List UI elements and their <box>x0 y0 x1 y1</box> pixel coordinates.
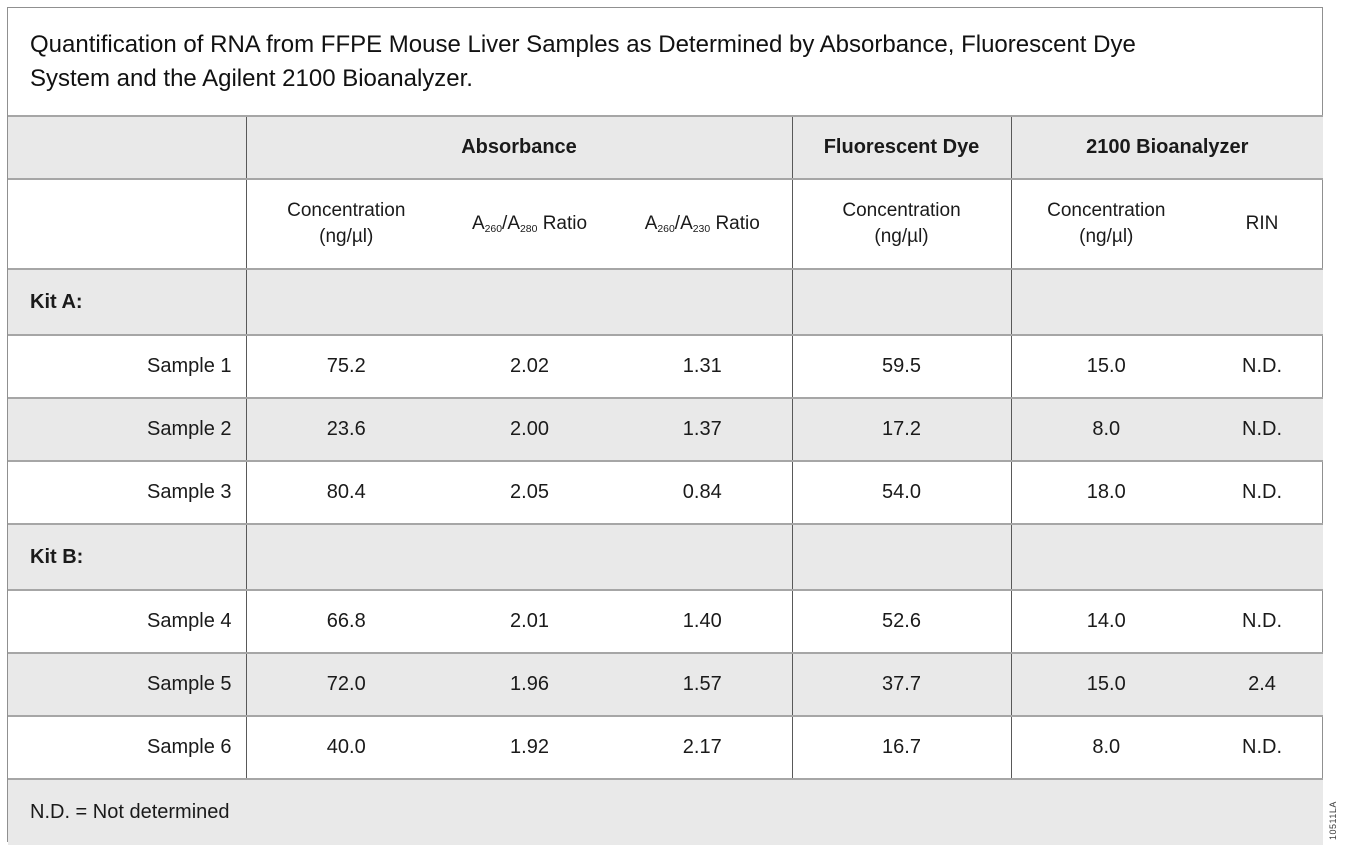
sample-label: Sample 4 <box>8 589 246 653</box>
kit-a-bioanalyzer-spacer <box>1010 268 1324 335</box>
abs-concentration-cell: 72.0 <box>245 652 446 716</box>
fluor-concentration-cell: 54.0 <box>791 460 1012 524</box>
empty-corner-cell <box>8 115 246 179</box>
group-header-row: Absorbance Fluorescent Dye 2100 Bioanaly… <box>8 115 1324 179</box>
bio-concentration-cell: 15.0 <box>1010 652 1202 716</box>
a260-a230-cell: 1.40 <box>613 589 793 653</box>
figure-title: Quantification of RNA from FFPE Mouse Li… <box>8 8 1322 115</box>
sample-label: Sample 1 <box>8 334 246 398</box>
sample-label: Sample 2 <box>8 397 246 461</box>
ratio-base: A <box>471 213 485 234</box>
a260-a280-cell: 1.96 <box>446 652 613 716</box>
header-a260-a230-ratio: A260/A230 Ratio <box>613 178 793 269</box>
ratio-base: /A <box>502 213 520 234</box>
a260-a230-cell: 1.37 <box>613 397 793 461</box>
header-concentration-units: (ng/µl) <box>319 226 374 247</box>
figure-id-label: 10511LA <box>1328 801 1338 840</box>
a260-a280-cell: 2.01 <box>446 589 613 653</box>
ratio-subscript: 260 <box>484 223 503 235</box>
group-header-2100-bioanalyzer: 2100 Bioanalyzer <box>1010 115 1324 179</box>
header-concentration-units: (ng/µl) <box>874 226 929 247</box>
group-header-absorbance: Absorbance <box>245 115 793 179</box>
ratio-label: Ratio <box>537 213 588 234</box>
kit-a-fluorescent-spacer <box>791 268 1012 335</box>
header-a260-a280-ratio: A260/A280 Ratio <box>446 178 613 269</box>
fluor-concentration-cell: 52.6 <box>791 589 1012 653</box>
abs-concentration-cell: 40.0 <box>245 715 446 779</box>
sub-header-row: Concentration (ng/µl) A260/A280 Ratio A2… <box>8 178 1324 269</box>
fluor-concentration-cell: 16.7 <box>791 715 1012 779</box>
abs-concentration-cell: 23.6 <box>245 397 446 461</box>
header-bioanalyzer-concentration: Concentration (ng/µl) <box>1010 178 1202 269</box>
bio-concentration-cell: 15.0 <box>1010 334 1202 398</box>
kit-a-absorbance-spacer <box>245 268 793 335</box>
ratio-base: /A <box>674 213 693 234</box>
kit-a-label: Kit A: <box>8 268 246 335</box>
kit-b-label: Kit B: <box>8 523 246 590</box>
a260-a280-cell: 1.92 <box>446 715 613 779</box>
figure-container: Quantification of RNA from FFPE Mouse Li… <box>7 7 1324 845</box>
kit-a-row: Kit A: <box>8 268 1324 335</box>
abs-concentration-cell: 80.4 <box>245 460 446 524</box>
fluor-concentration-cell: 59.5 <box>791 334 1012 398</box>
rna-quantification-table: Absorbance Fluorescent Dye 2100 Bioanaly… <box>8 115 1324 845</box>
header-rin: RIN <box>1201 178 1324 269</box>
ratio-subscript: 280 <box>520 223 538 235</box>
header-concentration-line1: Concentration <box>287 200 406 221</box>
rin-cell: N.D. <box>1201 334 1324 398</box>
sample-label: Sample 5 <box>8 652 246 716</box>
a260-a230-cell: 2.17 <box>613 715 793 779</box>
a260-a280-cell: 2.05 <box>446 460 613 524</box>
sample-row-4: Sample 4 66.8 2.01 1.40 52.6 14.0 N.D. <box>8 589 1324 653</box>
a260-a230-cell: 1.31 <box>613 334 793 398</box>
empty-label-header-cell <box>8 178 246 269</box>
a260-a280-cell: 2.02 <box>446 334 613 398</box>
kit-b-bioanalyzer-spacer <box>1010 523 1324 590</box>
group-header-fluorescent-dye: Fluorescent Dye <box>791 115 1012 179</box>
rin-cell: 2.4 <box>1201 652 1324 716</box>
rin-cell: N.D. <box>1201 460 1324 524</box>
rin-cell: N.D. <box>1201 589 1324 653</box>
abs-concentration-cell: 75.2 <box>245 334 446 398</box>
ratio-subscript: 260 <box>657 223 675 235</box>
sample-row-6: Sample 6 40.0 1.92 2.17 16.7 8.0 N.D. <box>8 715 1324 779</box>
sample-label: Sample 3 <box>8 460 246 524</box>
footnote-row: N.D. = Not determined <box>8 778 1324 845</box>
fluor-concentration-cell: 17.2 <box>791 397 1012 461</box>
sample-row-3: Sample 3 80.4 2.05 0.84 54.0 18.0 N.D. <box>8 460 1324 524</box>
header-absorbance-concentration: Concentration (ng/µl) <box>245 178 446 269</box>
sample-row-2: Sample 2 23.6 2.00 1.37 17.2 8.0 N.D. <box>8 397 1324 461</box>
rin-cell: N.D. <box>1201 397 1324 461</box>
sample-label: Sample 6 <box>8 715 246 779</box>
header-concentration-units: (ng/µl) <box>1079 226 1134 247</box>
rin-cell: N.D. <box>1201 715 1324 779</box>
kit-b-fluorescent-spacer <box>791 523 1012 590</box>
a260-a230-cell: 0.84 <box>613 460 793 524</box>
sample-row-5: Sample 5 72.0 1.96 1.57 37.7 15.0 2.4 <box>8 652 1324 716</box>
bio-concentration-cell: 18.0 <box>1010 460 1202 524</box>
bio-concentration-cell: 8.0 <box>1010 715 1202 779</box>
header-concentration-line1: Concentration <box>1047 200 1166 221</box>
a260-a280-cell: 2.00 <box>446 397 613 461</box>
figure-title-line-2: System and the Agilent 2100 Bioanalyzer. <box>30 65 473 92</box>
footnote-text: N.D. = Not determined <box>8 778 1324 845</box>
kit-b-absorbance-spacer <box>245 523 793 590</box>
abs-concentration-cell: 66.8 <box>245 589 446 653</box>
a260-a230-cell: 1.57 <box>613 652 793 716</box>
ratio-label: Ratio <box>710 213 760 234</box>
ratio-subscript: 230 <box>692 223 711 235</box>
figure-title-line-1: Quantification of RNA from FFPE Mouse Li… <box>30 31 1136 58</box>
header-concentration-line1: Concentration <box>842 200 961 221</box>
ratio-base: A <box>644 213 658 234</box>
sample-row-1: Sample 1 75.2 2.02 1.31 59.5 15.0 N.D. <box>8 334 1324 398</box>
fluor-concentration-cell: 37.7 <box>791 652 1012 716</box>
header-fluorescent-concentration: Concentration (ng/µl) <box>791 178 1012 269</box>
kit-b-row: Kit B: <box>8 523 1324 590</box>
bio-concentration-cell: 8.0 <box>1010 397 1202 461</box>
bio-concentration-cell: 14.0 <box>1010 589 1202 653</box>
